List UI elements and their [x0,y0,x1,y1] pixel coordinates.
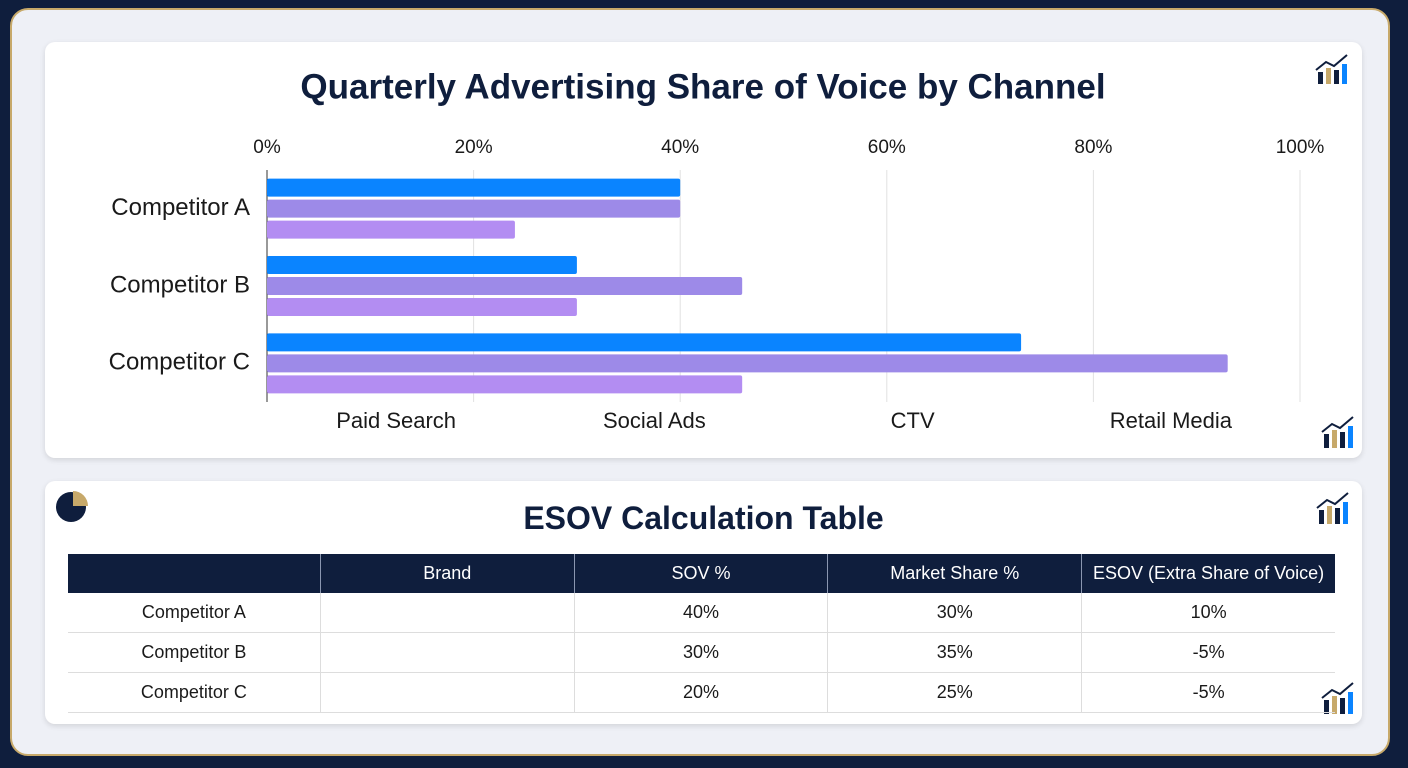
table-cell: 25% [827,672,1082,713]
table-cell [319,593,575,633]
chart-title: Quarterly Advertising Share of Voice by … [300,67,1105,106]
table-row: Competitor C 20% 25% -5% [68,672,1335,713]
x-tick-label: 80% [1074,137,1112,158]
table-cell: 35% [827,632,1082,673]
x-tick-label: 0% [253,137,281,158]
header-cell: Market Share % [827,554,1082,593]
table-cell: 40% [573,593,828,633]
table-cell [319,632,575,673]
channel-label: Paid Search [336,408,456,433]
table-cell: 30% [827,593,1082,633]
table-body: Competitor A 40% 30% 10% Competitor B 30% 35% -… [68,593,1335,713]
table-row: Competitor B 30% 35% -5% [68,632,1335,673]
bar [267,375,743,394]
table-cell: 10% [1081,593,1335,633]
table-cell: Competitor A [68,593,321,633]
bar [267,220,515,239]
channel-label: CTV [891,408,935,433]
table-cell: Competitor C [68,672,321,713]
x-tick-label: 100% [1276,137,1325,158]
y-tick-label: Competitor B [110,271,250,298]
channel-label: Retail Media [1110,408,1233,433]
bar [267,256,577,274]
table-cell: 30% [573,632,828,673]
header-cell: ESOV (Extra Share of Voice) [1081,554,1335,593]
table-title: ESOV Calculation Table [523,500,884,536]
table-cell: -5% [1081,672,1335,713]
x-tick-label: 40% [661,137,699,158]
bar [267,333,1022,352]
x-tick-label: 20% [455,137,493,158]
header-row: Brand SOV % Market Share % ESOV (Extra S… [68,554,1335,593]
header-cell: SOV % [573,554,828,593]
header-cell [68,554,321,593]
y-tick-label: Competitor C [109,349,250,376]
bar [267,298,577,316]
table-cell: 20% [573,672,828,713]
bar [267,199,681,218]
table-cell [319,672,575,713]
table: Brand SOV % Market Share % ESOV (Extra S… [68,554,1335,713]
bar [267,277,743,295]
table-cell: Competitor B [68,632,321,673]
y-tick-label: Competitor A [111,194,250,221]
bar [267,354,1228,373]
table-cell: -5% [1081,632,1335,673]
bar [267,178,681,197]
table-row: Competitor A 40% 30% 10% [68,593,1335,633]
channel-label: Social Ads [603,408,706,433]
x-tick-label: 60% [868,137,906,158]
header-cell: Brand [319,554,575,593]
